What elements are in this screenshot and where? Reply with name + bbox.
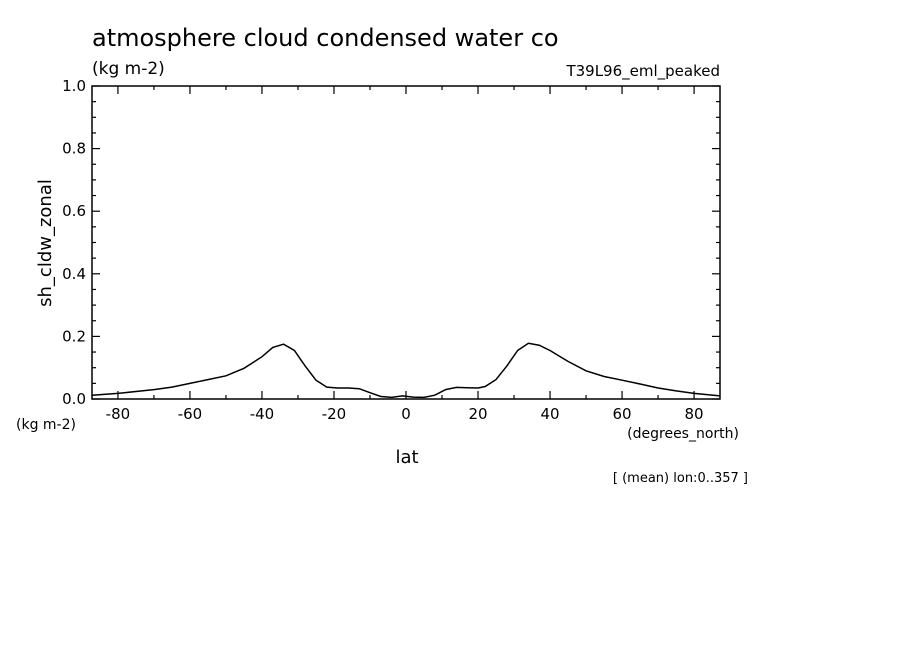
x-tick-label: 20 [468,405,487,423]
dataset-label: T39L96_eml_peaked [565,62,720,81]
x-tick-label: -60 [178,405,203,423]
y-axis-label: sh_cldw_zonal [35,179,56,307]
x-tick-label: -80 [106,405,131,423]
x-axis-label: lat [395,447,418,468]
x-tick-label: 80 [685,405,704,423]
y-tick-label: 0.0 [62,390,86,408]
y-units-label: (kg m-2) [16,417,76,433]
axis-ticks [92,85,720,400]
x-units-label: (degrees_north) [627,426,739,442]
x-tick-label: 60 [613,405,632,423]
series-line [91,342,721,399]
y-tick-label: 0.2 [62,327,86,345]
y-tick-label: 0.8 [62,140,86,158]
chart-title: atmosphere cloud condensed water co [92,24,559,52]
x-tick-label: 40 [540,405,559,423]
x-tick-label: 0 [401,405,411,423]
x-tick-labels: -80 -60 -40 -20 0 20 40 60 80 [106,405,704,423]
x-tick-label: -20 [322,405,347,423]
mean-note: [ (mean) lon:0..357 ] [613,471,748,486]
y-tick-label: 0.6 [62,202,86,220]
x-tick-label: -40 [250,405,275,423]
y-tick-label: 1.0 [62,77,86,95]
plot-frame [91,85,721,400]
units-label: (kg m-2) [92,59,165,79]
y-tick-label: 0.4 [62,265,86,283]
y-tick-labels: 0.0 0.2 0.4 0.6 0.8 1.0 [62,77,86,408]
